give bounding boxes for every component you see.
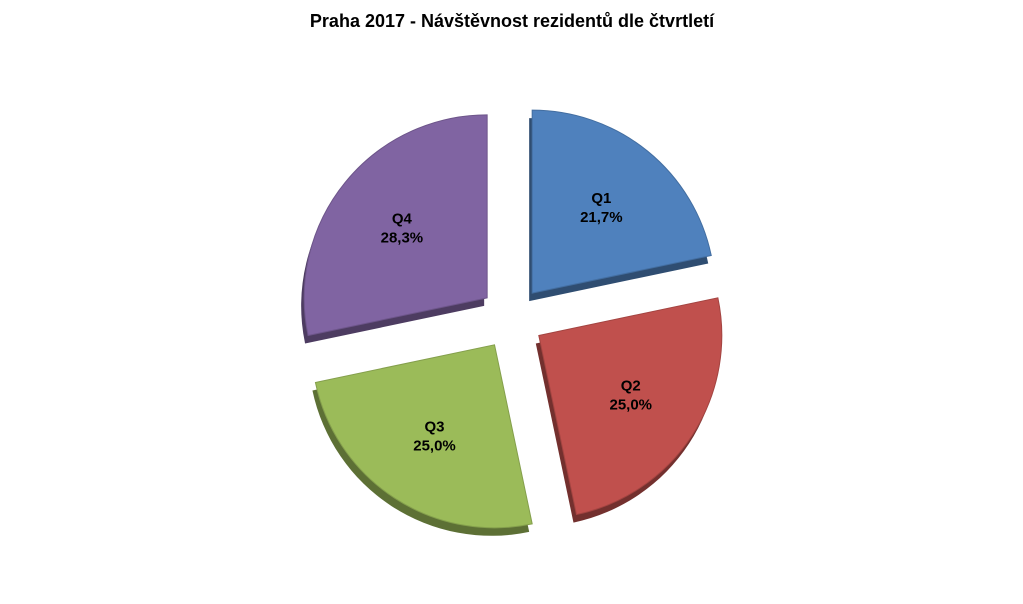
slice-category-label: Q2 [621, 377, 641, 394]
slice-category-label: Q3 [425, 419, 445, 436]
slice [303, 114, 488, 337]
slice-category-label: Q4 [392, 211, 413, 228]
slice [538, 297, 723, 516]
slice-value-label: 21,7% [580, 209, 623, 226]
slice-value-label: 25,0% [609, 396, 652, 413]
slice-category-label: Q1 [591, 190, 611, 207]
slice [314, 344, 533, 529]
slice [531, 109, 712, 294]
slice-value-label: 28,3% [381, 230, 424, 247]
slice-value-label: 25,0% [413, 438, 456, 455]
chart-title: Praha 2017 - Návštěvnost rezidentů dle č… [310, 11, 715, 31]
